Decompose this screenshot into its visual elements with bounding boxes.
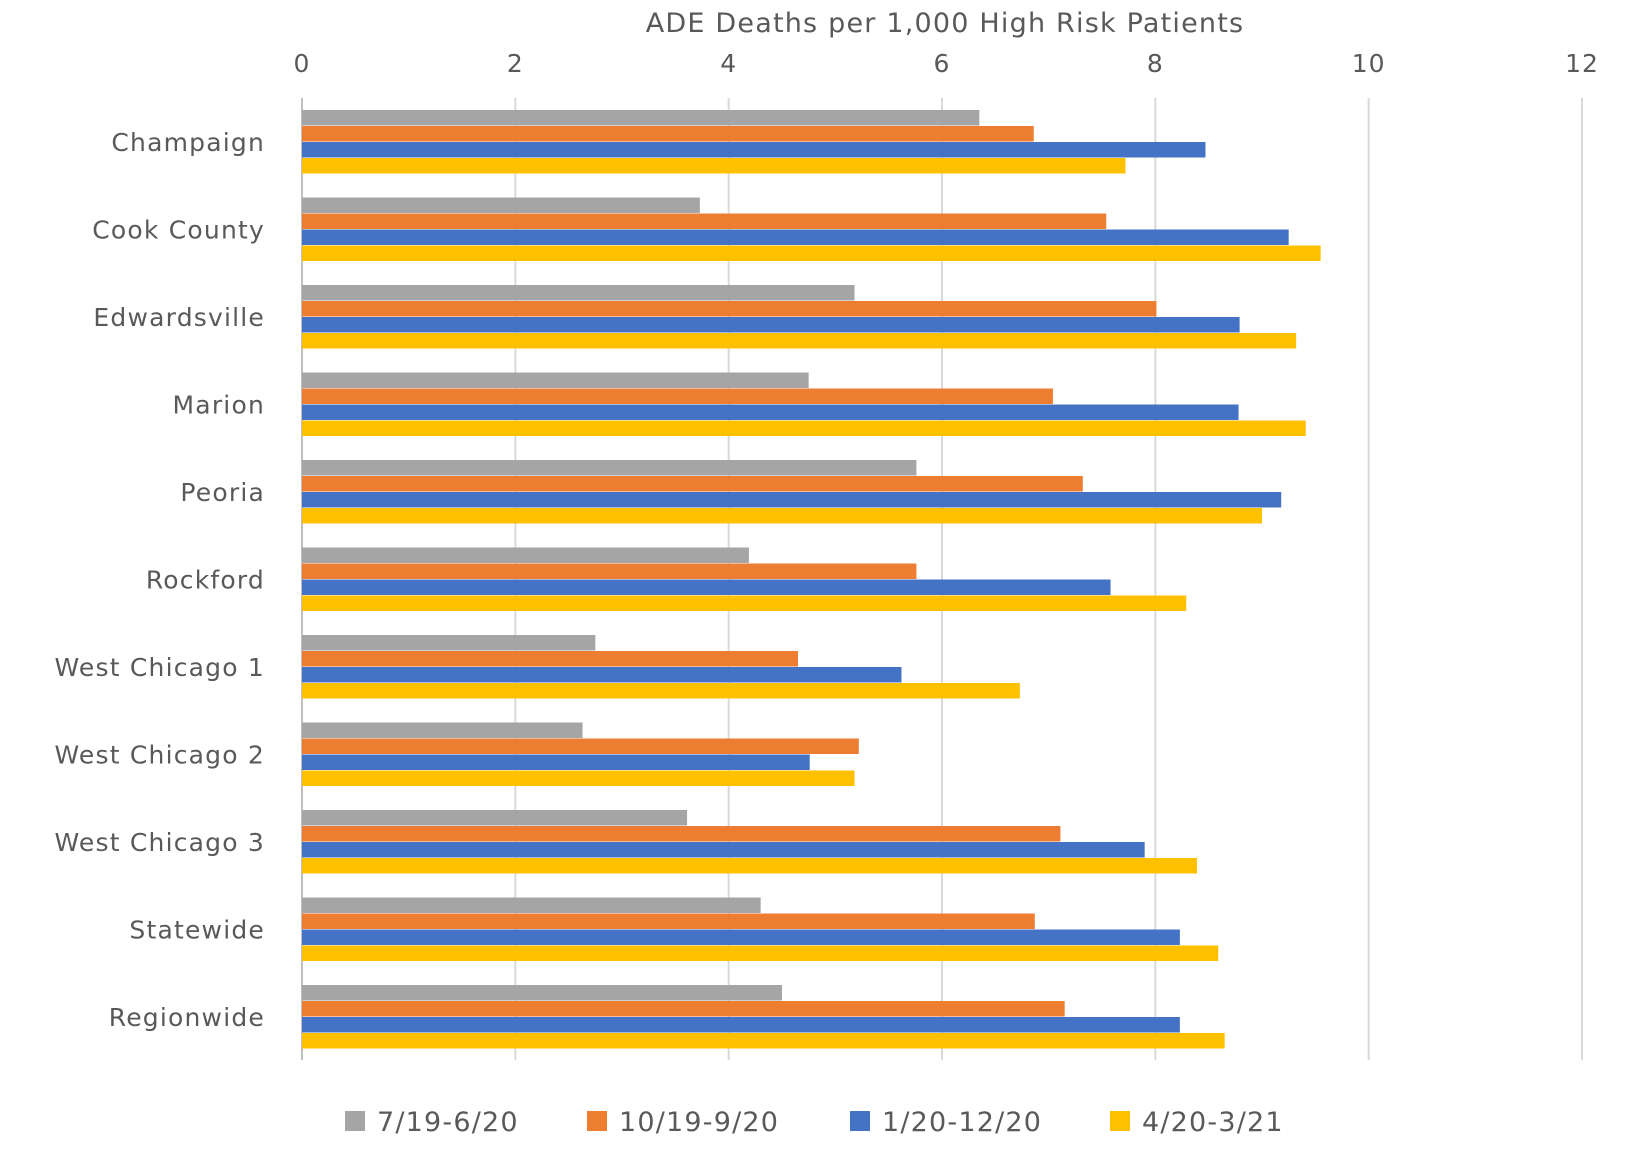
bar-rockford-series-1 (302, 547, 749, 563)
bar-champaign-series-4 (302, 158, 1126, 174)
legend-label: 10/19-9/20 (619, 1107, 779, 1138)
bar-west-chicago-3-series-3 (302, 842, 1145, 858)
bar-edwardsville-series-2 (302, 301, 1157, 317)
x-axis-ticks: 0 2 4 6 8 10 12 (294, 49, 1599, 78)
bars (302, 110, 1321, 1049)
bar-west-chicago-1-series-3 (302, 667, 902, 683)
category-label: Cook County (92, 216, 265, 245)
legend-swatch (850, 1111, 870, 1131)
bar-rockford-series-2 (302, 563, 917, 579)
bar-west-chicago-2-series-1 (302, 722, 583, 738)
category-label: Statewide (129, 916, 265, 945)
bar-west-chicago-2-series-3 (302, 754, 810, 770)
bar-champaign-series-2 (302, 126, 1034, 142)
x-tick-label: 10 (1352, 49, 1386, 78)
bar-rockford-series-4 (302, 595, 1187, 611)
category-label: West Chicago 3 (54, 828, 265, 857)
category-labels: Champaign Cook County Edwardsville Marion Pe… (54, 128, 265, 1032)
category-label: Marion (173, 391, 265, 420)
bar-peoria-series-2 (302, 476, 1083, 492)
bar-marion-series-3 (302, 404, 1239, 420)
bar-west-chicago-3-series-4 (302, 858, 1197, 874)
category-label: Rockford (146, 566, 265, 595)
bar-peoria-series-1 (302, 460, 917, 476)
bar-west-chicago-1-series-4 (302, 683, 1020, 699)
bar-regionwide-series-3 (302, 1017, 1180, 1033)
bar-peoria-series-4 (302, 508, 1262, 524)
x-tick-label: 2 (507, 49, 524, 78)
bar-edwardsville-series-1 (302, 285, 855, 301)
legend-label: 1/20-12/20 (882, 1107, 1042, 1138)
legend-swatch (587, 1111, 607, 1131)
bar-west-chicago-2-series-4 (302, 770, 855, 786)
bar-west-chicago-1-series-2 (302, 651, 798, 667)
bar-edwardsville-series-3 (302, 317, 1240, 333)
bar-marion-series-2 (302, 388, 1053, 404)
bar-cook-county-series-4 (302, 245, 1321, 261)
x-axis-title: ADE Deaths per 1,000 High Risk Patients (646, 8, 1245, 39)
x-tick-label: 4 (720, 49, 737, 78)
bar-rockford-series-3 (302, 579, 1111, 595)
legend-swatch (345, 1111, 365, 1131)
bar-statewide-series-2 (302, 913, 1035, 929)
bar-statewide-series-3 (302, 929, 1180, 945)
bar-regionwide-series-2 (302, 1001, 1065, 1017)
bar-west-chicago-1-series-1 (302, 635, 596, 651)
bar-cook-county-series-2 (302, 213, 1107, 229)
bar-statewide-series-1 (302, 897, 761, 913)
bar-west-chicago-3-series-1 (302, 810, 688, 826)
category-label: Edwardsville (93, 303, 265, 332)
category-label: Peoria (180, 478, 265, 507)
category-label: Champaign (111, 128, 265, 157)
legend-swatch (1110, 1111, 1130, 1131)
bar-regionwide-series-4 (302, 1033, 1225, 1049)
bar-cook-county-series-1 (302, 197, 700, 213)
bar-regionwide-series-1 (302, 985, 782, 1001)
bar-cook-county-series-3 (302, 229, 1289, 245)
bar-marion-series-1 (302, 372, 809, 388)
x-tick-label: 12 (1565, 49, 1599, 78)
bar-west-chicago-3-series-2 (302, 826, 1061, 842)
legend-label: 7/19-6/20 (377, 1107, 519, 1138)
bar-edwardsville-series-4 (302, 333, 1297, 349)
legend-label: 4/20-3/21 (1142, 1107, 1284, 1138)
bar-champaign-series-1 (302, 110, 980, 126)
legend: 7/19-6/20 10/19-9/20 1/20-12/20 4/20-3/21 (345, 1107, 1284, 1138)
bar-champaign-series-3 (302, 142, 1206, 158)
x-tick-label: 8 (1147, 49, 1164, 78)
category-label: West Chicago 1 (54, 653, 265, 682)
category-label: Regionwide (109, 1003, 265, 1032)
x-tick-label: 0 (294, 49, 311, 78)
bar-peoria-series-3 (302, 492, 1282, 508)
bar-marion-series-4 (302, 420, 1306, 436)
bar-west-chicago-2-series-2 (302, 738, 859, 754)
x-tick-label: 6 (934, 49, 951, 78)
category-label: West Chicago 2 (54, 741, 265, 770)
bar-statewide-series-4 (302, 945, 1219, 961)
